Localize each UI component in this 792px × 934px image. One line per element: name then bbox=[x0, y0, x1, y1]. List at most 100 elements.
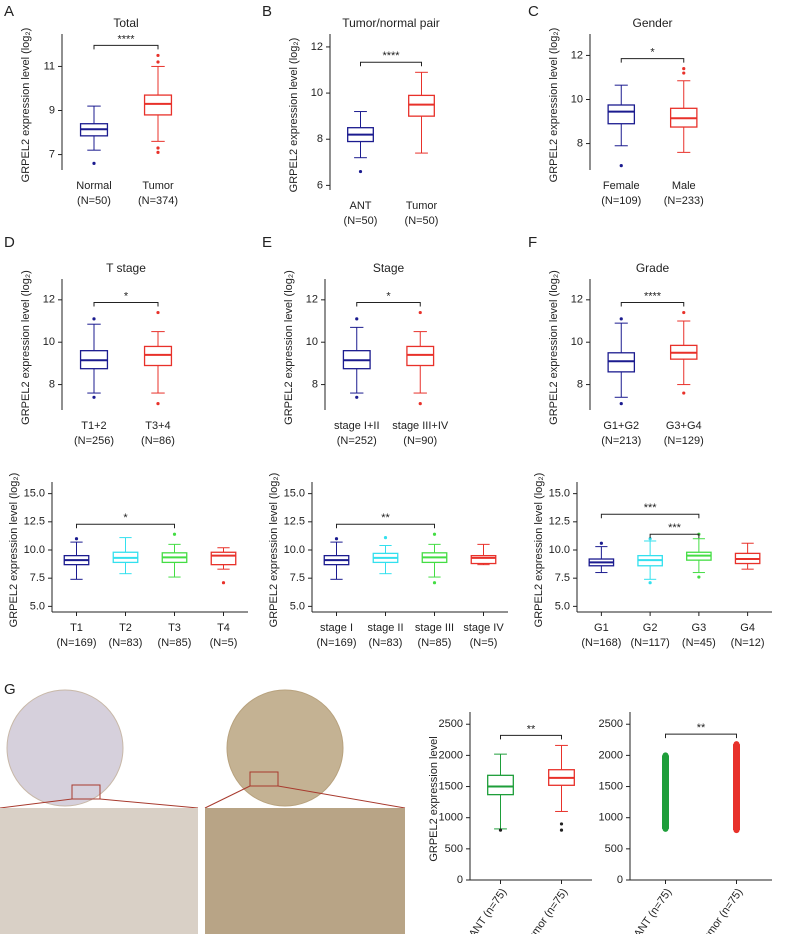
box bbox=[210, 551, 237, 566]
significance-label: ** bbox=[697, 722, 706, 734]
tissue-zoom-tumor bbox=[205, 808, 405, 934]
panel-letter: A bbox=[4, 3, 14, 20]
significance-bracket bbox=[665, 733, 737, 739]
significance-bracket bbox=[620, 58, 685, 63]
y-axis-title: GRPEL2 expression level bbox=[428, 736, 440, 861]
panel: B Tumor/normal pair GRPEL2 expression leve… bbox=[262, 3, 440, 227]
outlier bbox=[682, 71, 686, 75]
significance-label: **** bbox=[117, 33, 135, 45]
significance-label: ** bbox=[527, 723, 536, 735]
x-tick-label: Female bbox=[603, 180, 640, 192]
significance-label: * bbox=[124, 290, 129, 302]
x-tick-label: G2 bbox=[643, 622, 658, 634]
x-tick-count: (N=213) bbox=[601, 435, 641, 447]
y-axis-title: GRPEL2 expression level (log₂) bbox=[20, 28, 32, 183]
outlier bbox=[92, 317, 96, 321]
x-tick-label: T4 bbox=[217, 622, 230, 634]
x-tick-label: ANT (n=75) bbox=[632, 887, 675, 934]
x-tick-count: (N=5) bbox=[210, 637, 238, 649]
significance-bracket bbox=[649, 533, 700, 539]
x-tick-count: (N=90) bbox=[403, 435, 437, 447]
significance-bracket bbox=[93, 302, 159, 307]
outlier bbox=[432, 581, 437, 585]
outlier bbox=[559, 822, 564, 826]
significance-bracket bbox=[93, 44, 159, 50]
zoom-line bbox=[277, 785, 406, 809]
panel: C Gender GRPEL2 expression level (log₂) 8 10… bbox=[528, 3, 704, 207]
y-tick-label: 500 bbox=[445, 843, 463, 855]
y-tick-label: 15.0 bbox=[24, 488, 45, 500]
x-tick-label: stage III+IV bbox=[392, 420, 449, 432]
outlier bbox=[559, 828, 564, 832]
y-tick-label: 2000 bbox=[439, 749, 463, 761]
outlier bbox=[648, 537, 652, 541]
significance-label: * bbox=[386, 290, 391, 302]
outlier bbox=[682, 67, 686, 71]
box bbox=[143, 345, 173, 367]
y-tick-label: 2500 bbox=[439, 718, 463, 730]
panel-title: Stage bbox=[373, 261, 405, 275]
zoom-line bbox=[99, 798, 199, 809]
y-tick-label: 1000 bbox=[599, 812, 623, 824]
outlier bbox=[682, 310, 686, 315]
y-axis-title: GRPEL2 expression level (log₂) bbox=[288, 38, 300, 193]
significance-bracket bbox=[500, 734, 562, 740]
y-axis-title: GRPEL2 expression level (log₂) bbox=[268, 473, 280, 628]
y-tick-label: 15.0 bbox=[549, 488, 570, 500]
outlier bbox=[156, 402, 160, 406]
y-tick-label: 15.0 bbox=[284, 488, 305, 500]
significance-bracket bbox=[76, 523, 175, 529]
y-tick-label: 0 bbox=[617, 874, 623, 886]
panel: 0 500 1000 1500 2000 2500 ANT (n=75) Tumor (n=7… bbox=[599, 712, 772, 934]
x-tick-label: ANT bbox=[350, 200, 372, 212]
y-tick-label: 5.0 bbox=[555, 600, 570, 612]
x-tick-count: (N=169) bbox=[56, 637, 96, 649]
outlier bbox=[682, 391, 686, 395]
panel-title: T stage bbox=[106, 261, 146, 275]
y-tick-label: 12.5 bbox=[284, 516, 305, 528]
y-tick-label: 9 bbox=[49, 104, 55, 116]
outlier bbox=[74, 537, 79, 541]
outlier bbox=[156, 150, 160, 154]
outlier bbox=[355, 395, 359, 399]
panel-letter: F bbox=[528, 234, 537, 251]
x-tick-count: (N=83) bbox=[109, 637, 143, 649]
y-tick-label: 12.5 bbox=[24, 516, 45, 528]
outlier bbox=[619, 163, 623, 168]
x-tick-count: (N=86) bbox=[141, 435, 175, 447]
y-axis-title: GRPEL2 expression level (log₂) bbox=[8, 473, 20, 628]
panel: GRPEL2 expression level (log₂) 5.0 7.5 10.0… bbox=[533, 473, 772, 649]
y-tick-label: 8 bbox=[317, 133, 323, 145]
x-tick-label: Tumor bbox=[406, 200, 438, 212]
significance-label: * bbox=[123, 512, 128, 524]
outlier bbox=[619, 317, 623, 321]
x-tick-count: (N=83) bbox=[369, 637, 403, 649]
x-tick-count: (N=233) bbox=[664, 195, 704, 207]
significance-bracket bbox=[356, 302, 421, 307]
y-tick-label: 10.0 bbox=[24, 544, 45, 556]
panel: A Total GRPEL2 expression level (log₂) 7 9 11… bbox=[4, 3, 178, 207]
x-tick-label: stage IV bbox=[463, 622, 504, 634]
x-tick-count: (N=5) bbox=[470, 637, 498, 649]
significance-bracket bbox=[336, 523, 435, 529]
y-tick-label: 10 bbox=[571, 336, 583, 348]
outlier bbox=[221, 581, 226, 585]
x-tick-label: Tumor bbox=[142, 180, 174, 192]
outlier bbox=[432, 532, 437, 536]
y-tick-label: 5.0 bbox=[30, 600, 45, 612]
significance-label: * bbox=[650, 47, 655, 59]
panel-title: Tumor/normal pair bbox=[342, 16, 440, 30]
outlier bbox=[355, 317, 359, 321]
panel-title: Total bbox=[113, 16, 138, 30]
y-tick-label: 2500 bbox=[599, 718, 623, 730]
x-tick-count: (N=129) bbox=[664, 435, 704, 447]
y-tick-label: 8 bbox=[49, 378, 55, 390]
x-tick-count: (N=117) bbox=[631, 637, 670, 649]
zoom-box bbox=[71, 784, 101, 800]
panel: D T stage GRPEL2 expression level (log₂) 8 1… bbox=[4, 234, 175, 447]
y-tick-label: 500 bbox=[605, 843, 623, 855]
significance-label: *** bbox=[644, 502, 658, 514]
y-tick-label: 10 bbox=[311, 87, 323, 99]
tissue-images bbox=[0, 689, 406, 934]
outlier bbox=[172, 532, 177, 536]
